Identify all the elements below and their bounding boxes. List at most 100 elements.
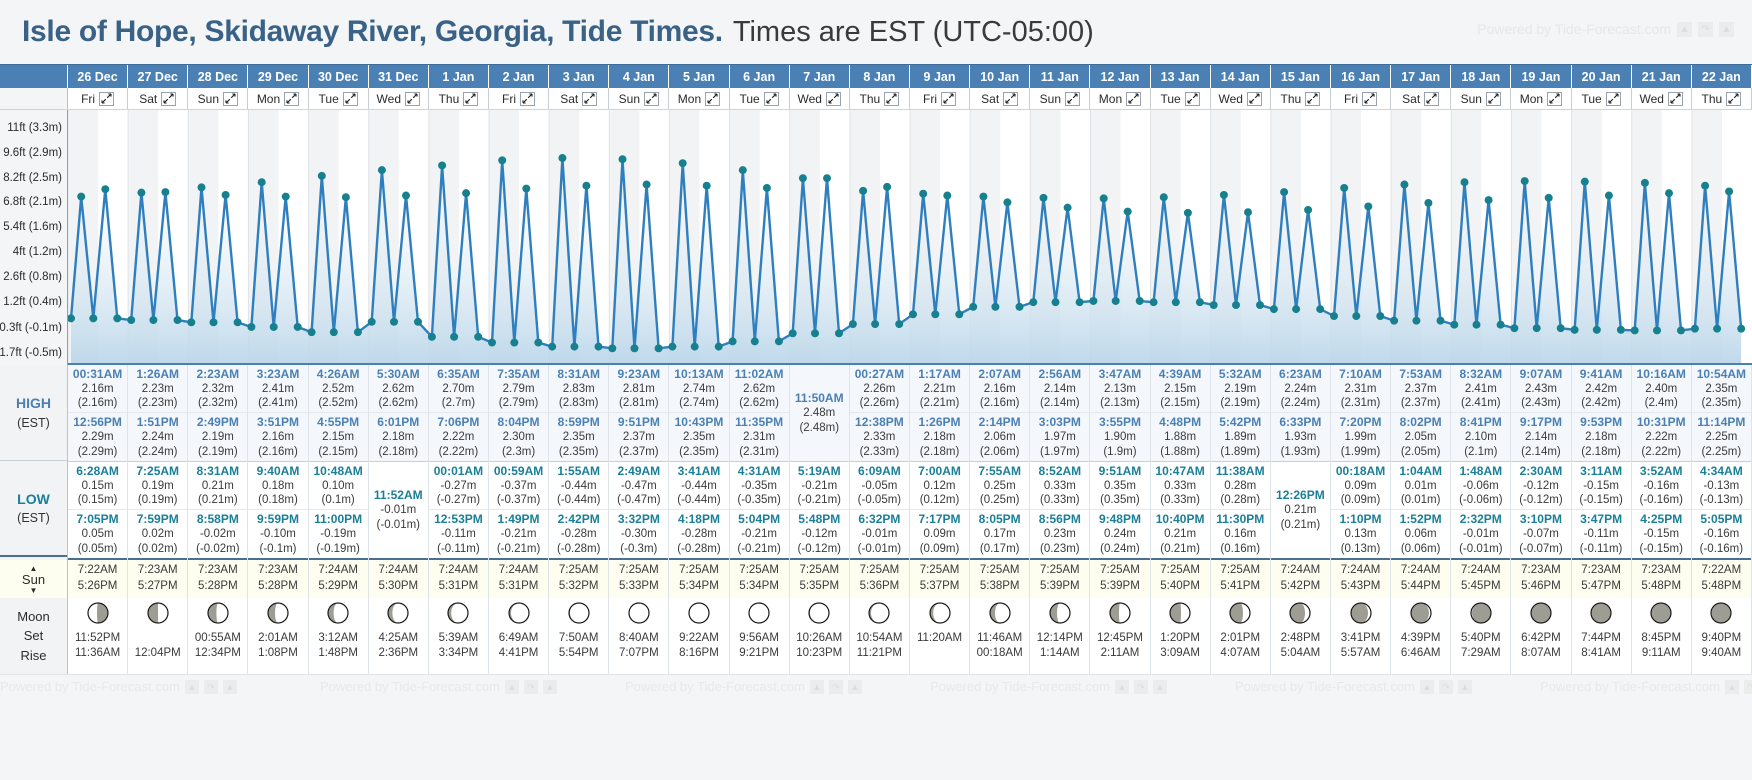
expand-arrows-icon[interactable]: [405, 91, 420, 106]
date-header-cell[interactable]: 3 Jan: [549, 65, 610, 88]
date-header-cell[interactable]: 19 Jan: [1511, 65, 1572, 88]
moon-cell: 2:01AM 1:08PM: [248, 598, 309, 674]
date-header-cell[interactable]: 28 Dec: [188, 65, 249, 88]
expand-arrows-icon[interactable]: [1362, 91, 1378, 106]
tide-table-column: 5:32AM 2.19m (2.19m) 5:42PM 1.89m (1.89m) 11:3…: [1210, 365, 1271, 560]
high-tide-time: 5:32AM: [1218, 366, 1262, 381]
date-header-cell[interactable]: 9 Jan: [910, 65, 971, 88]
date-header-cell[interactable]: 27 Dec: [128, 65, 189, 88]
low-tide-height: 0.06m: [1404, 528, 1437, 541]
expand-arrows-icon[interactable]: [1003, 91, 1019, 106]
low-tide-height: 0.15m: [81, 479, 114, 492]
expand-arrows-icon[interactable]: [520, 91, 536, 106]
date-header-cell[interactable]: 16 Jan: [1331, 65, 1392, 88]
date-header-cell[interactable]: 13 Jan: [1151, 65, 1211, 88]
date-header-cell[interactable]: 11 Jan: [1030, 65, 1091, 88]
high-tide-height: 2.14m: [1043, 382, 1076, 395]
alert-icon: ▲: [847, 679, 862, 694]
expand-arrows-icon[interactable]: [1605, 91, 1621, 106]
sunset-time: 5:46PM: [1521, 580, 1561, 592]
low-tide-event: 1:04AM 0.01m (0.01m): [1391, 462, 1451, 510]
date-header-cell[interactable]: 30 Dec: [309, 65, 369, 88]
moonrise-time: 7:07PM: [619, 646, 659, 659]
weekday-label: Sun: [1039, 91, 1061, 106]
moon-row: Moon Set Rise 11:52PM 11:36AM 12:04PM 00:5…: [0, 598, 1752, 674]
date-header-cell[interactable]: 31 Dec: [369, 65, 429, 88]
date-header-cell[interactable]: 8 Jan: [850, 65, 910, 88]
low-tide-height: 0.05m: [81, 528, 114, 541]
expand-arrows-icon[interactable]: [1126, 91, 1142, 106]
sunrise-time: 7:25AM: [679, 564, 719, 577]
date-header-cell[interactable]: 4 Jan: [609, 65, 670, 88]
sunset-time: 5:48PM: [1701, 580, 1742, 592]
expand-arrows-icon[interactable]: [1424, 91, 1440, 106]
high-tide-event: 9:51PM 2.37m (2.37m): [609, 413, 669, 461]
high-tide-height: 2.13m: [1103, 382, 1136, 395]
expand-arrows-icon[interactable]: [941, 91, 957, 106]
expand-arrows-icon[interactable]: [825, 91, 841, 106]
expand-arrows-icon[interactable]: [1065, 91, 1080, 106]
high-tide-height-alt: (2.81m): [619, 397, 659, 409]
date-header-cell[interactable]: 10 Jan: [970, 65, 1031, 88]
date-header-cell[interactable]: 29 Dec: [248, 65, 309, 88]
low-tide-height-alt: (0.21m): [198, 494, 238, 506]
date-header-cell[interactable]: 18 Jan: [1451, 65, 1512, 88]
low-tide-height: 0.09m: [1344, 479, 1377, 492]
weekday-cell: Fri: [909, 88, 971, 109]
low-tide-event: 5:48PM -0.12m (-0.12m): [790, 510, 849, 558]
expand-arrows-icon[interactable]: [705, 91, 721, 106]
date-header-cell[interactable]: 20 Jan: [1572, 65, 1632, 88]
date-header-cell[interactable]: 6 Jan: [730, 65, 790, 88]
low-tide-height: -0.27m: [440, 479, 477, 492]
high-tide-group: 7:53AM 2.37m (2.37m) 8:02PM 2.05m (2.05m): [1391, 365, 1451, 462]
date-header-cell[interactable]: 15 Jan: [1271, 65, 1331, 88]
expand-arrows-icon[interactable]: [884, 91, 900, 106]
chart-plot-area[interactable]: [68, 110, 1752, 365]
high-tide-height: 2.62m: [382, 382, 415, 395]
expand-arrows-icon[interactable]: [223, 91, 239, 106]
date-header-cell[interactable]: 2 Jan: [489, 65, 550, 88]
expand-arrows-icon[interactable]: [463, 91, 479, 106]
refresh-icon: ↷: [1133, 679, 1148, 694]
high-tide-height-alt: (1.88m): [1160, 445, 1200, 458]
moonrise-time: 3:34PM: [438, 646, 479, 659]
date-header-cell[interactable]: 7 Jan: [790, 65, 850, 88]
expand-arrows-icon[interactable]: [1547, 91, 1563, 106]
low-tide-height: -0.07m: [1523, 528, 1559, 541]
alert-icon: ▲: [222, 679, 237, 694]
high-tide-height-alt: (1.9m): [1103, 445, 1137, 458]
date-header-cell[interactable]: 17 Jan: [1391, 65, 1452, 88]
expand-arrows-icon[interactable]: [1485, 91, 1501, 106]
high-tide-group: 00:31AM 2.16m (2.16m) 12:56PM 2.29m (2.29m): [68, 365, 128, 462]
high-tide-event: 11:14PM 2.25m (2.25m): [1691, 413, 1751, 461]
expand-arrows-icon[interactable]: [1305, 91, 1321, 106]
moonset-time: 9:40PM: [1701, 631, 1742, 644]
high-tide-height-alt: (2.83m): [558, 397, 599, 409]
date-header-cell[interactable]: 14 Jan: [1211, 65, 1271, 88]
expand-arrows-icon[interactable]: [99, 91, 115, 106]
low-tide-height: 0.23m: [1043, 528, 1076, 541]
expand-arrows-icon[interactable]: [644, 91, 660, 106]
high-tide-event: 2:07AM 2.16m (2.16m): [970, 365, 1030, 413]
moonset-time: 8:45PM: [1641, 631, 1682, 644]
expand-arrows-icon[interactable]: [1184, 91, 1200, 106]
high-tide-height: 2.15m: [1164, 382, 1197, 395]
date-header-cell[interactable]: 1 Jan: [429, 65, 489, 88]
expand-arrows-icon[interactable]: [1246, 91, 1262, 106]
moon-cell: 1:20PM 3:09AM: [1150, 598, 1211, 674]
date-header-cell[interactable]: 21 Jan: [1632, 65, 1692, 88]
date-header-cell[interactable]: 5 Jan: [669, 65, 730, 88]
expand-arrows-icon[interactable]: [1726, 91, 1742, 106]
expand-arrows-icon[interactable]: [1667, 91, 1683, 106]
expand-arrows-icon[interactable]: [582, 91, 598, 106]
expand-arrows-icon[interactable]: [284, 91, 300, 106]
moon-phase-icon: [147, 602, 169, 629]
low-tide-group: 6:28AM 0.15m (0.15m) 7:05PM 0.05m (0.05m): [68, 462, 128, 560]
date-header-cell[interactable]: 22 Jan: [1692, 65, 1752, 88]
expand-arrows-icon[interactable]: [763, 91, 779, 106]
expand-arrows-icon[interactable]: [342, 91, 358, 106]
date-header-cell[interactable]: 12 Jan: [1090, 65, 1151, 88]
expand-arrows-icon[interactable]: [161, 91, 177, 106]
low-tide-group: 10:47AM 0.33m (0.33m) 10:40PM 0.21m (0.21m): [1150, 462, 1210, 560]
date-header-cell[interactable]: 26 Dec: [68, 65, 129, 88]
